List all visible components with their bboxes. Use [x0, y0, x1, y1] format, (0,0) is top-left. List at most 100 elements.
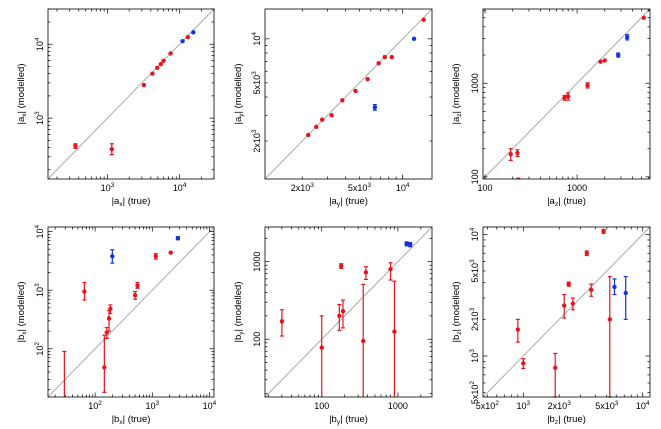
data-point: [168, 250, 173, 255]
x-tick-label: 5x102: [476, 400, 500, 411]
identity-line: [483, 9, 650, 179]
ticks: [48, 227, 214, 397]
x-tick-label-exp: 2: [495, 400, 499, 407]
y-tick-label-base: 10: [252, 36, 262, 46]
data-point: [158, 61, 164, 67]
x-axis-label-sub: z: [555, 201, 558, 208]
data-point: [411, 36, 417, 42]
y-tick-label-base: 10: [35, 115, 45, 125]
x-tick-label: 102: [88, 400, 102, 411]
y-axis-label-tail: | (modelled): [16, 281, 27, 331]
identity-line: [48, 227, 214, 397]
data-point: [612, 284, 617, 290]
plot-frame: [264, 8, 433, 180]
series-red: [73, 34, 190, 156]
x-axis-label: |az| (true): [547, 196, 586, 208]
y-tick-label-exp: 3: [34, 283, 41, 287]
data-point: [106, 316, 112, 321]
x-tick-label: 104: [396, 182, 410, 193]
data-point: [180, 38, 185, 44]
x-tick-label: 2x103: [291, 182, 315, 193]
data-point: [340, 308, 346, 314]
x-axis-label-base: |a: [329, 196, 337, 207]
y-axis-label-sub: x: [21, 331, 28, 335]
x-axis-label: |ax| (true): [112, 196, 151, 208]
data-point: [191, 30, 196, 35]
x-tick-label-base: 5x10: [595, 401, 615, 411]
x-tick-label: 5x103: [595, 400, 619, 411]
series-blue: [180, 30, 196, 44]
data-point: [360, 338, 366, 344]
y-tick-label: 1000: [470, 73, 480, 93]
series-blue: [110, 236, 181, 264]
y-tick-label: 5x102: [469, 381, 480, 405]
data-point: [372, 105, 378, 110]
x-tick-label-exp: 3: [155, 400, 159, 407]
data-point: [561, 303, 567, 308]
data-point: [602, 58, 607, 63]
y-tick-label: 103: [34, 283, 45, 297]
y-tick-label-base: 10: [35, 287, 45, 297]
x-tick-label-base: 10: [203, 401, 213, 411]
data-point: [82, 289, 87, 294]
y-axis-label-base: |b: [451, 335, 462, 343]
x-tick-label-base: 10: [88, 401, 98, 411]
y-axis-label-sub: y: [238, 331, 245, 335]
y-tick-label: 104: [469, 227, 480, 241]
x-axis-label-tail: | (true): [558, 196, 586, 207]
x-tick-label-base: 100: [314, 401, 329, 411]
y-tick-label-exp: 3: [469, 307, 476, 311]
y-axis-label: |bz| (modelled): [451, 281, 463, 342]
data-point: [108, 306, 113, 312]
x-axis-label-tail: | (true): [340, 196, 368, 207]
y-axis-label: |ay| (modelled): [233, 63, 245, 124]
data-point: [155, 65, 160, 70]
data-point: [73, 143, 78, 149]
data-point: [314, 124, 319, 130]
y-tick-label-exp: 4: [34, 37, 41, 41]
data-point: [382, 54, 387, 60]
y-tick-label-base: 2x10: [470, 311, 480, 331]
y-tick-label: 2x103: [251, 129, 262, 153]
x-tick-label: 103: [101, 182, 115, 193]
series-red: [508, 15, 646, 179]
x-tick-label: 2x103: [548, 400, 572, 411]
x-axis-label-sub: z: [555, 419, 558, 426]
plot-frame: [482, 8, 651, 180]
identity-line: [483, 227, 650, 397]
x-tick-label-base: 10: [173, 183, 183, 193]
plot-frame: [264, 226, 433, 398]
y-tick-label-base: 10: [470, 353, 480, 363]
series-red: [62, 250, 173, 397]
y-axis-label-tail: | (modelled): [16, 63, 27, 113]
data-point: [306, 132, 311, 138]
y-axis-label-tail: | (modelled): [233, 63, 244, 113]
data-point: [584, 251, 589, 256]
x-tick-label-exp: 3: [567, 400, 571, 407]
y-tick-label-base: 1000: [252, 252, 262, 272]
y-tick-label: 103: [469, 349, 480, 363]
data-point: [404, 241, 409, 247]
x-axis-label-tail: | (true): [558, 414, 586, 425]
x-tick-label: 100: [478, 183, 493, 193]
y-tick-label: 104: [34, 224, 45, 238]
x-axis-label-sub: x: [119, 201, 123, 208]
data-point: [389, 54, 395, 60]
x-axis-label-base: |a: [112, 196, 120, 207]
y-tick-label: 103: [34, 111, 45, 125]
y-tick-label: 1000: [252, 252, 262, 272]
x-tick-label: 104: [203, 400, 217, 411]
x-tick-label: 5x103: [348, 182, 372, 193]
x-tick-label-exp: 3: [310, 182, 314, 189]
x-tick-label-exp: 3: [526, 400, 530, 407]
x-tick-label-base: 10: [516, 401, 526, 411]
y-axis-label: |by| (modelled): [233, 281, 245, 342]
y-tick-label-exp: 3: [469, 349, 476, 353]
x-tick-label-exp: 3: [367, 182, 371, 189]
y-tick-label-base: 5x10: [252, 75, 262, 95]
y-axis-label-base: |a: [233, 116, 244, 124]
data-point: [376, 61, 381, 66]
x-axis-label-tail: | (true): [123, 414, 151, 425]
